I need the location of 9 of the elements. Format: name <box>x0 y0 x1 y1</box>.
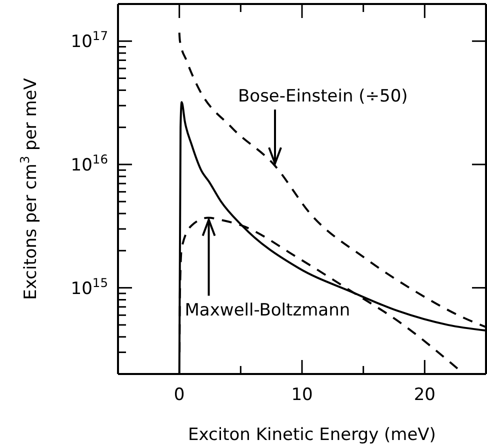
annotation: Bose-Einstein (÷50) <box>238 86 408 107</box>
x-tick-label: 20 <box>414 385 436 406</box>
y-tick-label: 10$^{16}$ <box>70 152 108 176</box>
y-tick-label: 10$^{17}$ <box>70 29 108 52</box>
x-tick-label: 0 <box>174 385 185 406</box>
x-tick-label: 10 <box>291 385 313 406</box>
annotation: Maxwell-Boltzmann <box>184 300 350 321</box>
x-axis-title: Exciton Kinetic Energy (meV) <box>188 425 436 445</box>
y-tick-label: 10$^{15}$ <box>70 276 108 299</box>
